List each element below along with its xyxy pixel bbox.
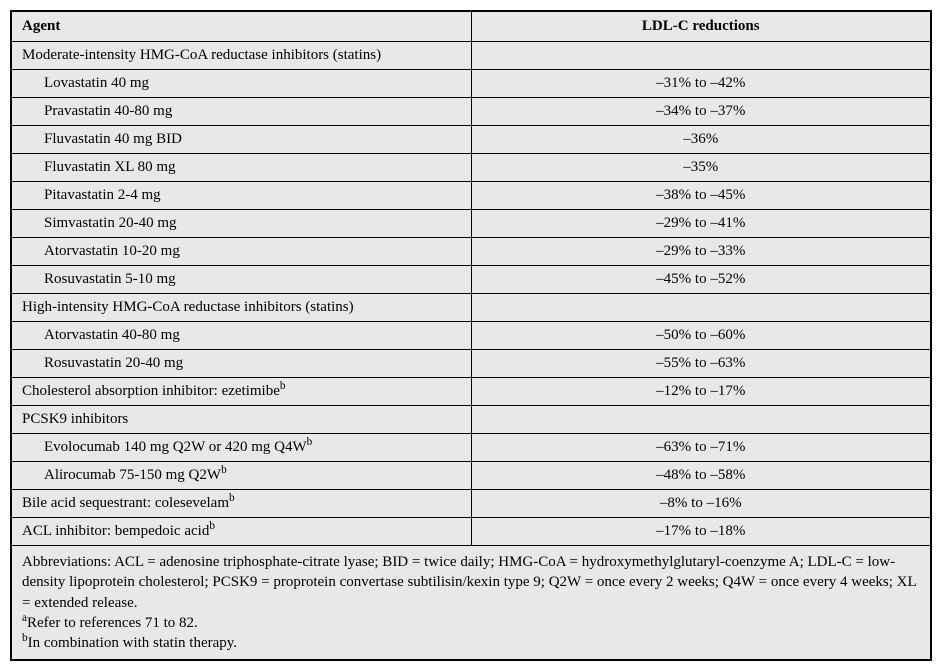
agent-cell: Fluvastatin XL 80 mg	[12, 154, 472, 182]
table-row: Fluvastatin 40 mg BID–36%	[12, 126, 931, 154]
ldl-cell: –29% to –33%	[471, 238, 931, 266]
ldl-cell: –34% to –37%	[471, 98, 931, 126]
agent-cell: ACL inhibitor: bempedoic acidb	[12, 518, 472, 546]
agent-cell: Fluvastatin 40 mg BID	[12, 126, 472, 154]
table-footer-row: Abbreviations: ACL = adenosine triphosph…	[12, 546, 931, 660]
table-row: Pitavastatin 2-4 mg–38% to –45%	[12, 182, 931, 210]
table-row: Rosuvastatin 20-40 mg–55% to –63%	[12, 350, 931, 378]
agent-cell: Simvastatin 20-40 mg	[12, 210, 472, 238]
table-row: Fluvastatin XL 80 mg–35%	[12, 154, 931, 182]
agent-cell: Lovastatin 40 mg	[12, 70, 472, 98]
ldl-cell: –35%	[471, 154, 931, 182]
table-row: Pravastatin 40-80 mg–34% to –37%	[12, 98, 931, 126]
agent-cell: Cholesterol absorption inhibitor: ezetim…	[12, 378, 472, 406]
ldl-cell	[471, 294, 931, 322]
ldl-cell: –38% to –45%	[471, 182, 931, 210]
agent-cell: Atorvastatin 40-80 mg	[12, 322, 472, 350]
ldl-cell: –8% to –16%	[471, 490, 931, 518]
agent-cell: Pravastatin 40-80 mg	[12, 98, 472, 126]
table-row: Moderate-intensity HMG-CoA reductase inh…	[12, 42, 931, 70]
agent-cell: High-intensity HMG-CoA reductase inhibit…	[12, 294, 472, 322]
table-row: Simvastatin 20-40 mg–29% to –41%	[12, 210, 931, 238]
table-row: Alirocumab 75-150 mg Q2Wb–48% to –58%	[12, 462, 931, 490]
table-row: Rosuvastatin 5-10 mg–45% to –52%	[12, 266, 931, 294]
ldl-cell: –29% to –41%	[471, 210, 931, 238]
table-row: PCSK9 inhibitors	[12, 406, 931, 434]
ldl-reduction-table: Agent LDL-C reductions Moderate-intensit…	[11, 11, 931, 660]
agent-cell: Pitavastatin 2-4 mg	[12, 182, 472, 210]
agent-cell: PCSK9 inhibitors	[12, 406, 472, 434]
table-row: Atorvastatin 40-80 mg–50% to –60%	[12, 322, 931, 350]
header-ldl: LDL-C reductions	[471, 12, 931, 42]
table-body: Moderate-intensity HMG-CoA reductase inh…	[12, 42, 931, 546]
ldl-reduction-table-container: Agent LDL-C reductions Moderate-intensit…	[10, 10, 932, 661]
agent-cell: Bile acid sequestrant: colesevelamb	[12, 490, 472, 518]
ldl-cell: –17% to –18%	[471, 518, 931, 546]
table-header-row: Agent LDL-C reductions	[12, 12, 931, 42]
table-row: Lovastatin 40 mg–31% to –42%	[12, 70, 931, 98]
table-footnotes: Abbreviations: ACL = adenosine triphosph…	[12, 546, 931, 660]
ldl-cell: –48% to –58%	[471, 462, 931, 490]
agent-cell: Rosuvastatin 5-10 mg	[12, 266, 472, 294]
ldl-cell	[471, 42, 931, 70]
header-agent: Agent	[12, 12, 472, 42]
table-row: ACL inhibitor: bempedoic acidb–17% to –1…	[12, 518, 931, 546]
agent-cell: Moderate-intensity HMG-CoA reductase inh…	[12, 42, 472, 70]
agent-cell: Alirocumab 75-150 mg Q2Wb	[12, 462, 472, 490]
agent-cell: Rosuvastatin 20-40 mg	[12, 350, 472, 378]
table-row: Atorvastatin 10-20 mg–29% to –33%	[12, 238, 931, 266]
table-row: Bile acid sequestrant: colesevelamb–8% t…	[12, 490, 931, 518]
table-row: Cholesterol absorption inhibitor: ezetim…	[12, 378, 931, 406]
table-row: Evolocumab 140 mg Q2W or 420 mg Q4Wb–63%…	[12, 434, 931, 462]
ldl-cell: –50% to –60%	[471, 322, 931, 350]
ldl-cell: –63% to –71%	[471, 434, 931, 462]
agent-cell: Atorvastatin 10-20 mg	[12, 238, 472, 266]
table-row: High-intensity HMG-CoA reductase inhibit…	[12, 294, 931, 322]
ldl-cell	[471, 406, 931, 434]
ldl-cell: –12% to –17%	[471, 378, 931, 406]
ldl-cell: –36%	[471, 126, 931, 154]
agent-cell: Evolocumab 140 mg Q2W or 420 mg Q4Wb	[12, 434, 472, 462]
ldl-cell: –55% to –63%	[471, 350, 931, 378]
ldl-cell: –31% to –42%	[471, 70, 931, 98]
ldl-cell: –45% to –52%	[471, 266, 931, 294]
